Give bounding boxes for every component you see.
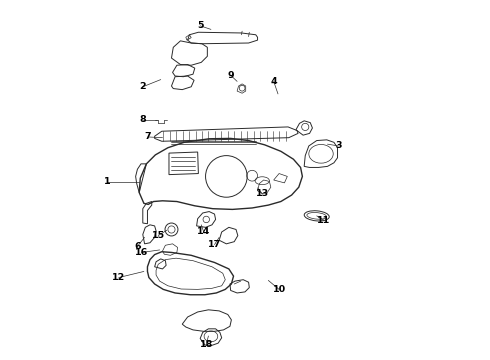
Text: 14: 14 (197, 228, 210, 237)
Text: 6: 6 (134, 242, 141, 251)
Text: 8: 8 (140, 115, 146, 124)
Text: 17: 17 (208, 240, 221, 249)
Text: 18: 18 (199, 340, 213, 349)
Text: 5: 5 (197, 21, 203, 30)
Text: 1: 1 (103, 177, 110, 186)
Text: 12: 12 (112, 273, 125, 282)
Text: 13: 13 (256, 189, 269, 198)
Text: 11: 11 (317, 216, 331, 225)
Text: 16: 16 (135, 248, 148, 257)
Text: 3: 3 (335, 141, 342, 150)
Text: 4: 4 (270, 77, 277, 86)
Text: 15: 15 (151, 231, 165, 240)
Text: 7: 7 (145, 132, 151, 141)
Text: 2: 2 (140, 82, 146, 91)
Text: 9: 9 (227, 71, 234, 80)
Text: 10: 10 (272, 285, 286, 294)
